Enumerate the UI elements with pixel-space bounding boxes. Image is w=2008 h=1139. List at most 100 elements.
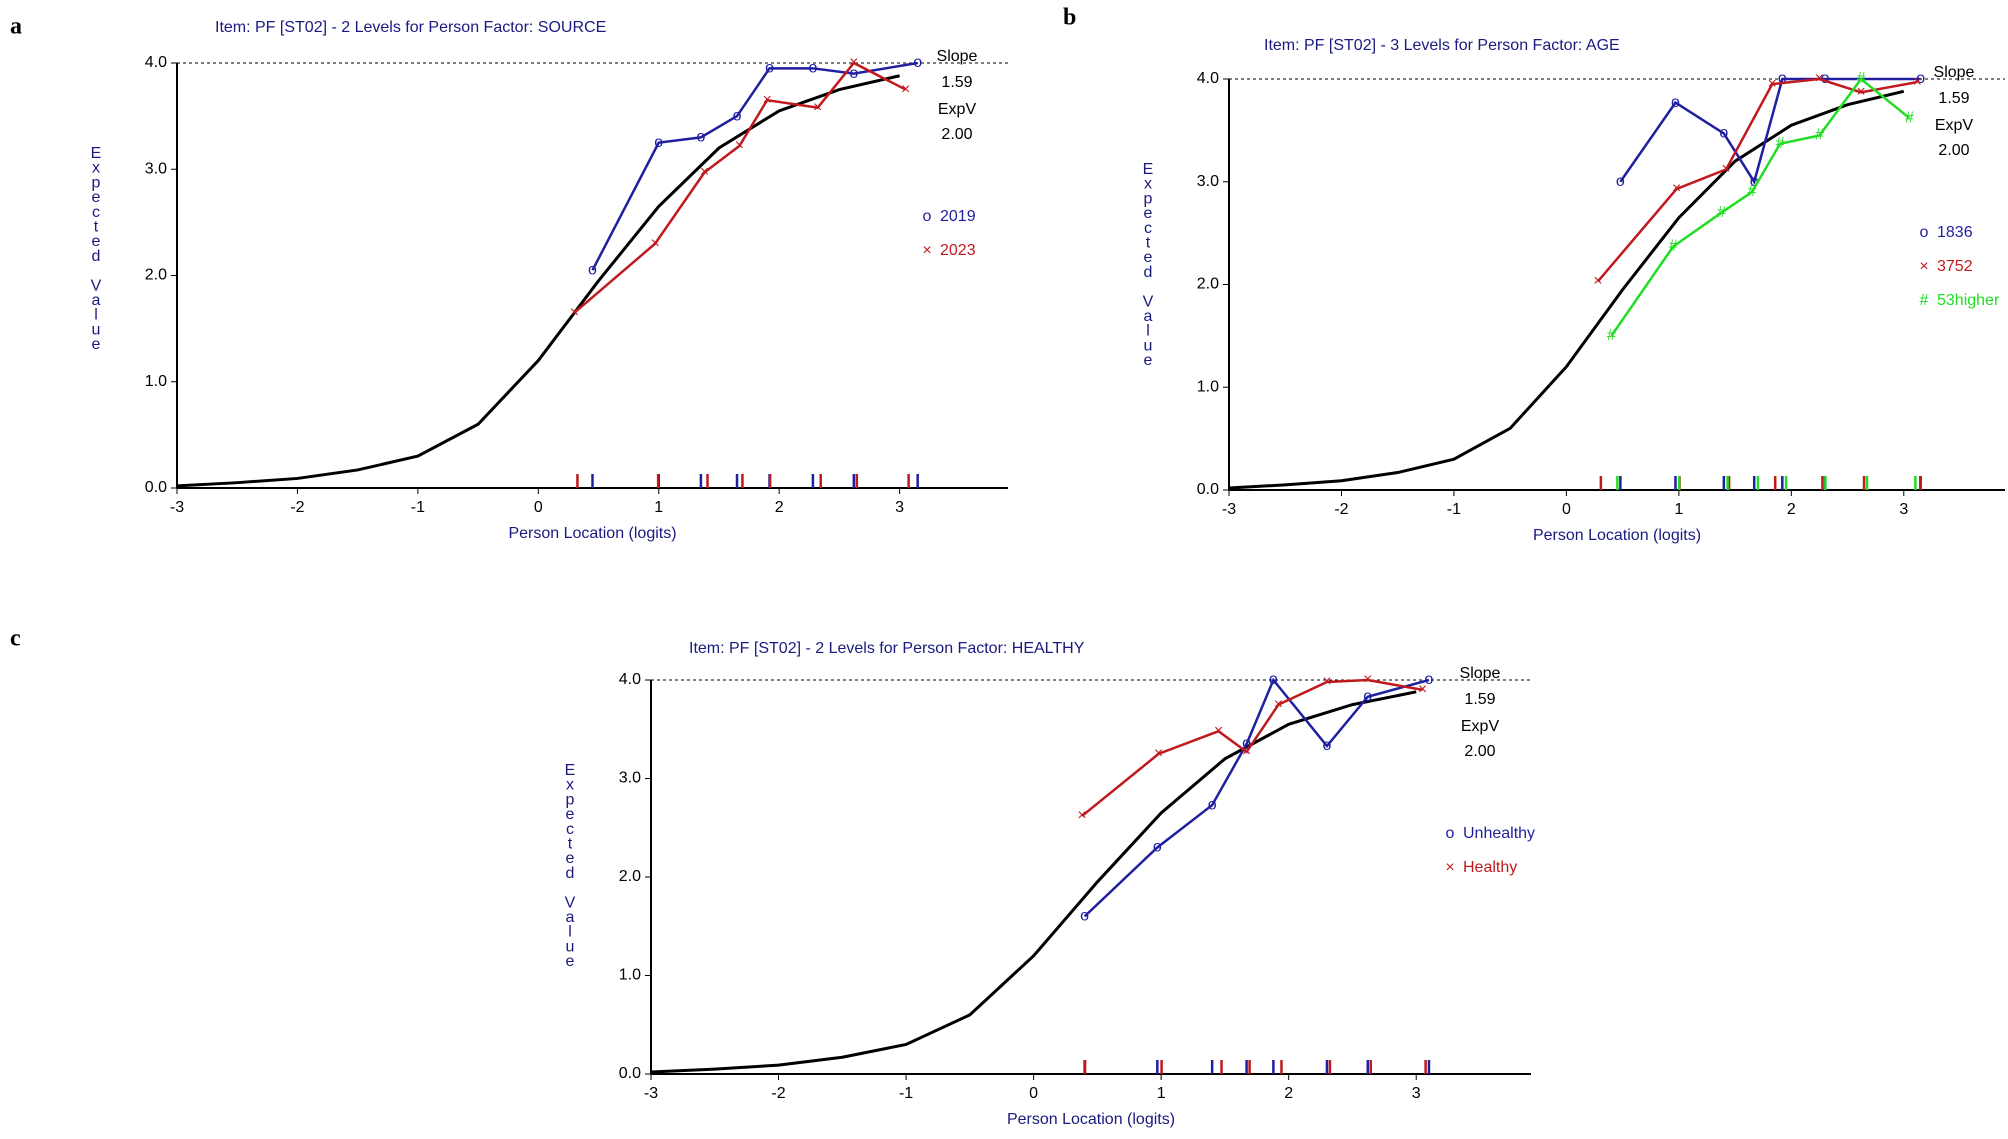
- point-marker: o: [1363, 688, 1372, 705]
- legend-label: 53higher: [1937, 292, 2000, 309]
- point-marker: #: [1607, 327, 1616, 344]
- x-tick-label: 3: [1899, 501, 1908, 518]
- annotation: 1.59: [941, 74, 972, 91]
- y-tick-label: 0.0: [619, 1065, 641, 1082]
- annotation: 1.59: [1938, 90, 1969, 107]
- expected-curve: [1228, 89, 1905, 490]
- annotation: 1.59: [1464, 691, 1495, 708]
- chart-title: Item: PF [ST02] - 2 Levels for Person Fa…: [689, 640, 1085, 657]
- point-marker: ×: [1242, 743, 1251, 760]
- y-tick-label: 4.0: [145, 54, 167, 71]
- y-tick-label: 4.0: [1197, 70, 1219, 87]
- point-marker: o: [588, 261, 597, 278]
- y-tick-label: 0.0: [145, 479, 167, 496]
- point-marker: ×: [849, 54, 858, 71]
- x-axis-label: Person Location (logits): [508, 525, 676, 542]
- y-tick-label: 2.0: [1197, 276, 1219, 293]
- point-marker: o: [808, 60, 817, 77]
- legend-marker: ×: [922, 242, 931, 259]
- legend-marker: o: [923, 208, 932, 225]
- annotation: ExpV: [1461, 718, 1500, 735]
- annotation: 2.00: [1938, 142, 1969, 159]
- x-tick-label: -1: [899, 1085, 913, 1102]
- series-line: [1610, 77, 1911, 337]
- point-marker: ×: [1214, 722, 1223, 739]
- point-marker: o: [913, 54, 922, 71]
- point-marker: ×: [1077, 807, 1086, 824]
- series-line: [1083, 677, 1430, 918]
- panel-label: a: [10, 14, 22, 40]
- point-marker: ×: [700, 164, 709, 181]
- point-marker: ×: [650, 235, 659, 252]
- chart-title: Item: PF [ST02] - 2 Levels for Person Fa…: [215, 19, 606, 36]
- point-marker: o: [1750, 173, 1759, 190]
- expected-curve: [176, 74, 900, 488]
- point-marker: ×: [1154, 745, 1163, 762]
- x-tick-label: -2: [771, 1085, 785, 1102]
- point-marker: o: [1916, 70, 1925, 87]
- legend-label: Unhealthy: [1463, 825, 1535, 842]
- y-tick-label: 2.0: [145, 267, 167, 284]
- point-marker: ×: [762, 91, 771, 108]
- panel-label: c: [10, 626, 21, 652]
- legend-label: 2019: [940, 208, 976, 225]
- point-marker: ×: [813, 99, 822, 116]
- y-tick-label: 1.0: [1197, 378, 1219, 395]
- point-marker: #: [1857, 70, 1866, 87]
- point-marker: o: [765, 60, 774, 77]
- point-marker: o: [696, 129, 705, 146]
- point-marker: o: [1778, 70, 1787, 87]
- x-tick-label: 2: [1284, 1085, 1293, 1102]
- x-tick-label: 0: [1562, 501, 1571, 518]
- point-marker: #: [1905, 109, 1914, 126]
- x-tick-label: 2: [1787, 501, 1796, 518]
- point-marker: ×: [1418, 681, 1427, 698]
- point-marker: #: [1669, 238, 1678, 255]
- point-marker: o: [849, 65, 858, 82]
- point-marker: ×: [1322, 673, 1331, 690]
- y-tick-label: 4.0: [619, 671, 641, 688]
- legend-label: 1836: [1937, 224, 1973, 241]
- expected-curve: [650, 690, 1417, 1074]
- point-marker: o: [1616, 173, 1625, 190]
- annotation: Slope: [1934, 64, 1975, 81]
- x-tick-label: 0: [1029, 1085, 1038, 1102]
- annotation: 2.00: [1464, 743, 1495, 760]
- annotation: ExpV: [938, 101, 977, 118]
- x-tick-label: -1: [411, 499, 425, 516]
- annotation: 2.00: [941, 126, 972, 143]
- y-tick-label: 1.0: [145, 373, 167, 390]
- point-marker: #: [1815, 127, 1824, 144]
- x-tick-label: -2: [290, 499, 304, 516]
- series-line: [1081, 678, 1423, 817]
- point-marker: #: [1748, 183, 1757, 200]
- y-tick-label: 3.0: [1197, 173, 1219, 190]
- point-marker: ×: [1856, 84, 1865, 101]
- legend-label: 2023: [940, 242, 976, 259]
- x-tick-label: 1: [1157, 1085, 1166, 1102]
- point-marker: o: [1671, 94, 1680, 111]
- point-marker: #: [1776, 135, 1785, 152]
- x-tick-label: 3: [1412, 1085, 1421, 1102]
- point-marker: ×: [1363, 671, 1372, 688]
- annotation: Slope: [1460, 665, 1501, 682]
- point-marker: o: [1153, 839, 1162, 856]
- point-marker: o: [733, 107, 742, 124]
- point-marker: ×: [1815, 70, 1824, 87]
- x-tick-label: -1: [1447, 501, 1461, 518]
- point-marker: o: [1425, 671, 1434, 688]
- legend-marker: #: [1920, 292, 1929, 309]
- x-axis-label: Person Location (logits): [1007, 1111, 1175, 1128]
- x-tick-label: 1: [654, 499, 663, 516]
- point-marker: o: [1322, 737, 1331, 754]
- point-marker: o: [654, 134, 663, 151]
- point-marker: ×: [1274, 696, 1283, 713]
- x-tick-label: 0: [534, 499, 543, 516]
- point-marker: o: [1821, 70, 1830, 87]
- legend-marker: ×: [1445, 859, 1454, 876]
- series-line: [573, 61, 907, 314]
- point-marker: ×: [570, 304, 579, 321]
- legend-label: Healthy: [1463, 859, 1517, 876]
